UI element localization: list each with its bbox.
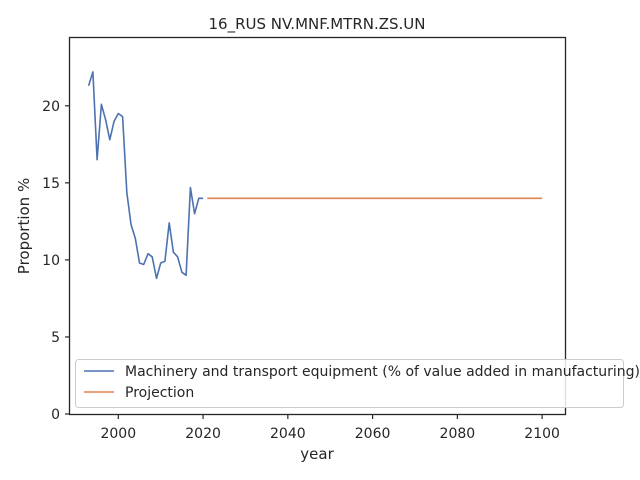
x-axis-ticks: 2000 2020 2040 2060 2080 2100	[100, 414, 560, 442]
plot-frame	[68, 36, 567, 416]
x-tick-label: 2020	[185, 426, 221, 442]
x-tick-label: 2040	[270, 426, 306, 442]
series-line-0	[87, 71, 204, 280]
plot-lines	[87, 71, 543, 280]
legend-label-series-1: Projection	[125, 385, 194, 401]
legend-label-series-0: Machinery and transport equipment (% of …	[125, 364, 640, 380]
y-axis-label: Proportion %	[15, 178, 33, 274]
legend-box	[75, 359, 624, 408]
x-axis-label: year	[300, 445, 334, 463]
x-tick-label: 2080	[440, 426, 476, 442]
y-axis-ticks: 0 5 10 15 20	[42, 99, 70, 423]
y-tick-label: 15	[42, 176, 60, 192]
y-tick-label: 0	[51, 407, 60, 423]
legend: Machinery and transport equipment (% of …	[75, 359, 640, 408]
x-tick-label: 2100	[524, 426, 560, 442]
y-tick-label: 10	[42, 253, 60, 269]
x-tick-label: 2000	[100, 426, 136, 442]
x-tick-label: 2060	[355, 426, 391, 442]
y-tick-label: 5	[51, 330, 60, 346]
chart-title: 16_RUS NV.MNF.MTRN.ZS.UN	[208, 15, 425, 34]
y-tick-label: 20	[42, 99, 60, 115]
